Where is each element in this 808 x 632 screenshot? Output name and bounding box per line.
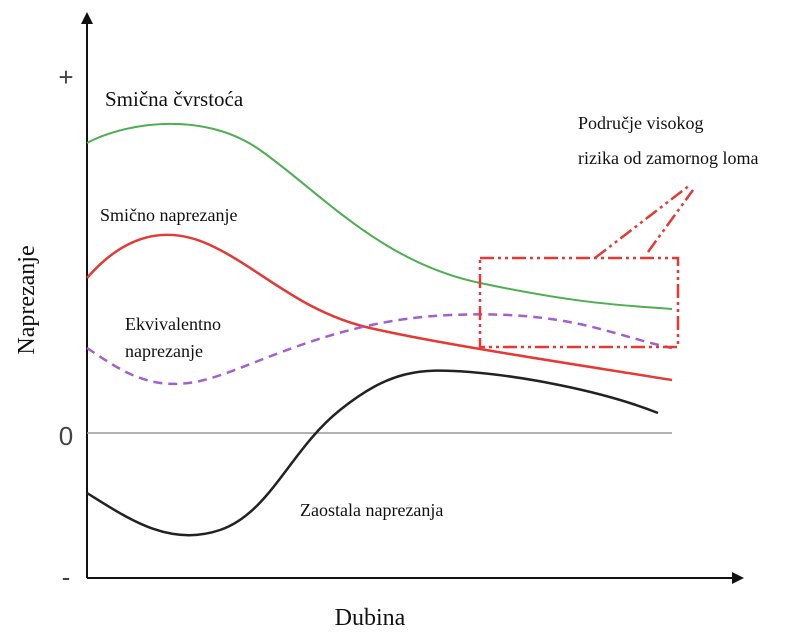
y-tick-label: 0 xyxy=(59,421,73,451)
annotation: Područje visokog xyxy=(578,113,704,133)
curve-label: Ekvivalentno xyxy=(125,314,221,334)
curve-label: Smična čvrstoća xyxy=(105,87,244,111)
x-axis-label: Dubina xyxy=(335,605,406,631)
curve-shear-strength xyxy=(86,122,673,310)
curve-residual-stress xyxy=(86,369,659,537)
curve-label: naprezanje xyxy=(125,341,203,361)
risk-zone xyxy=(478,184,695,349)
curve-shear-stress xyxy=(86,233,673,382)
y-axis-label: Naprezanje xyxy=(14,245,40,354)
y-tick-label: - xyxy=(62,562,71,592)
annotation: rizika od zamornog loma xyxy=(578,148,758,168)
y-tick-label: + xyxy=(58,62,73,92)
curve-equivalent-stress xyxy=(86,313,673,386)
curve-label: Smično naprezanje xyxy=(100,205,237,225)
curve-label: Zaostala naprezanja xyxy=(300,500,443,520)
